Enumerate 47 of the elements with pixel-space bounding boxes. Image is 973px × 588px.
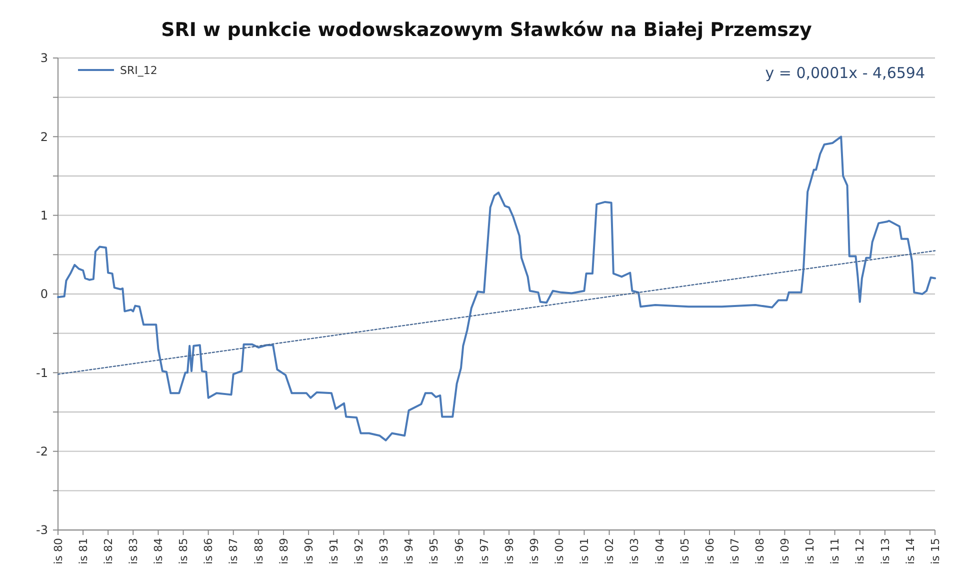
legend-label: SRI_12 — [120, 64, 158, 77]
x-tick-label: is 10 — [804, 538, 817, 564]
x-tick-label: is 02 — [603, 538, 616, 564]
x-tick-label: is 12 — [854, 538, 867, 564]
x-tick-label: is 06 — [703, 538, 716, 564]
y-tick-label: 0 — [40, 287, 48, 302]
x-tick-label: is 09 — [778, 538, 792, 564]
x-tick-label: is 90 — [302, 538, 316, 564]
x-tick-label: is 15 — [928, 538, 942, 564]
x-tick-label: is 99 — [528, 538, 541, 564]
x-tick-label: is 84 — [152, 538, 166, 564]
x-tick-label: is 91 — [327, 538, 340, 564]
x-tick-label: is 94 — [402, 538, 416, 564]
y-tick-label: 2 — [40, 130, 48, 144]
x-tick-label: is 14 — [904, 538, 917, 564]
x-tick-label: is 97 — [478, 538, 491, 564]
x-tick-label: is 88 — [252, 538, 266, 564]
x-tick-label: is 11 — [828, 538, 842, 564]
x-tick-label: is 00 — [553, 538, 566, 564]
y-tick-label: -1 — [36, 366, 48, 380]
x-tick-label: is 82 — [102, 538, 115, 564]
line-series — [57, 136, 936, 442]
x-tick-label: is 80 — [52, 538, 65, 564]
x-tick-label: is 81 — [76, 538, 90, 564]
x-tick-label: is 93 — [378, 538, 391, 564]
x-tick-label: is 89 — [277, 538, 290, 564]
x-tick-label: is 05 — [678, 538, 692, 564]
x-tick-label: is 13 — [878, 538, 892, 564]
x-tick-label: is 04 — [653, 538, 666, 564]
x-tick-label: is 83 — [126, 538, 140, 564]
y-tick-label: -2 — [36, 444, 48, 459]
x-tick-label: is 96 — [452, 538, 466, 564]
x-tick-label: is 86 — [202, 538, 216, 564]
y-tick-label: 1 — [40, 208, 48, 223]
x-tick-label: is 03 — [628, 538, 642, 564]
annotation: y = 0,0001x - 4,6594 — [765, 64, 925, 82]
x-tick-label: is 87 — [227, 538, 240, 564]
x-tick-label: is 98 — [502, 538, 516, 564]
x-tick-label: is 07 — [728, 538, 742, 564]
y-tick-label: -3 — [36, 523, 48, 538]
x-tick-label: is 85 — [177, 538, 190, 564]
x-tick-label: is 08 — [753, 538, 766, 564]
chart-title: SRI w punkcie wodowskazowym Sławków na Białej Przemszy — [161, 19, 813, 41]
x-tick-label: is 92 — [352, 538, 366, 564]
x-tick-label: is 95 — [428, 538, 441, 564]
y-tick-label: 3 — [40, 51, 48, 66]
x-tick-label: is 01 — [578, 538, 592, 564]
